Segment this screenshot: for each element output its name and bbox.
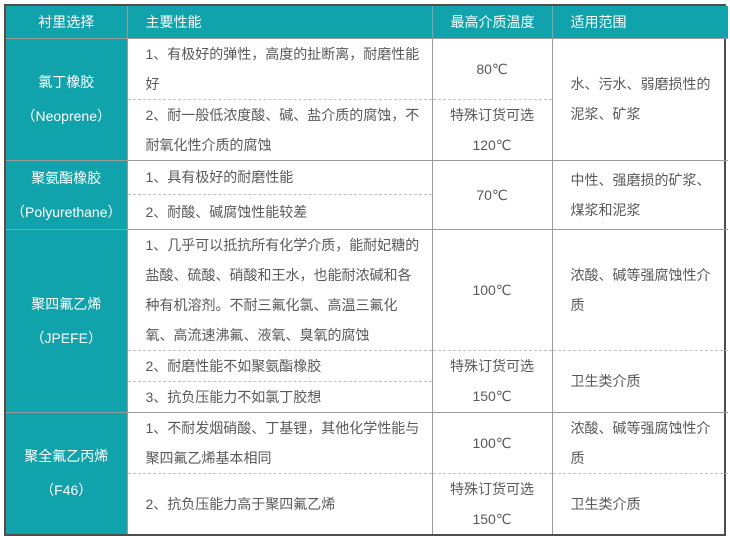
table-border-frame: 衬里选择 主要性能 最高介质温度 适用范围 氯丁橡胶 （Neoprene） 1、… — [4, 4, 728, 536]
material-cell-polyurethane: 聚氨酯橡胶 （Polyurethane） — [6, 159, 127, 229]
material-name: 氯丁橡胶 — [38, 74, 95, 90]
material-cell-f46: 聚全氟乙丙烯 （F46） — [6, 411, 127, 534]
table-row: 2、耐酸、碱腐蚀性能较差 — [6, 194, 728, 229]
material-name-en: （Neoprene） — [21, 108, 112, 124]
range-cell: 水、污水、弱磨损性的泥浆、矿浆 — [551, 37, 728, 160]
temperature-cell: 特殊订货可选 150℃ — [431, 472, 552, 534]
range-cell: 浓酸、碱等强腐蚀性介质 — [551, 411, 728, 473]
material-name-en: （Polyurethane） — [10, 203, 122, 220]
material-name: 聚全氟乙丙烯 — [24, 448, 109, 464]
temperature-cell: 70℃ — [431, 159, 552, 229]
table-row: 聚氨酯橡胶 （Polyurethane） 1、具有极好的耐磨性能 70℃ 中性、… — [6, 159, 728, 229]
temperature-cell: 80℃ — [431, 37, 552, 99]
table-row: 聚全氟乙丙烯 （F46） 1、不耐发烟硝酸、丁基锂，其他化学性能与聚四氟乙烯基本… — [6, 411, 728, 534]
temperature-cell: 100℃ — [431, 411, 552, 473]
performance-cell: 1、有极好的弹性，高度的扯断离，耐磨性能好 — [126, 37, 432, 99]
lining-selection-table: 衬里选择 主要性能 最高介质温度 适用范围 氯丁橡胶 （Neoprene） 1、… — [6, 6, 728, 534]
range-cell: 卫生类介质 — [551, 349, 728, 412]
performance-cell: 3、抗负压能力不如氯丁胶想 — [126, 380, 432, 412]
material-cell-neoprene: 氯丁橡胶 （Neoprene） — [6, 37, 127, 160]
performance-cell: 1、几乎可以抵抗所有化学介质，能耐妃糖的盐酸、硫酸、硝酸和王水，也能耐浓碱和各种… — [126, 228, 432, 350]
table-row: 3、抗负压能力不如氯丁胶想 — [6, 380, 728, 412]
temperature-cell: 100℃ — [431, 228, 552, 350]
page: 衬里选择 主要性能 最高介质温度 适用范围 氯丁橡胶 （Neoprene） 1、… — [4, 4, 728, 536]
material-name: 聚氨酯橡胶 — [31, 169, 102, 186]
material-name-en: （JPEFE） — [30, 329, 103, 346]
table-row: 2、耐磨性能不如聚氨酯橡胶 特殊订货可选 150℃ 卫生类介质 — [6, 349, 728, 412]
performance-cell: 2、耐磨性能不如聚氨酯橡胶 — [126, 349, 432, 381]
range-cell: 中性、强磨损的矿浆、煤浆和泥浆 — [551, 159, 728, 229]
table-row: 聚四氟乙烯 （JPEFE） 1、几乎可以抵抗所有化学介质，能耐妃糖的盐酸、硫酸、… — [6, 228, 728, 412]
performance-cell: 2、抗负压能力高于聚四氟乙烯 — [126, 472, 432, 534]
material-name: 聚四氟乙烯 — [31, 295, 102, 312]
temperature-cell: 特殊订货可选 120℃ — [431, 98, 552, 160]
performance-cell: 1、具有极好的耐磨性能 — [126, 159, 432, 195]
performance-cell: 2、耐酸、碱腐蚀性能较差 — [126, 194, 432, 229]
performance-cell: 1、不耐发烟硝酸、丁基锂，其他化学性能与聚四氟乙烯基本相同 — [126, 411, 432, 473]
performance-cell: 2、耐一般低浓度酸、碱、盐介质的腐蚀，不耐氧化性介质的腐蚀 — [126, 98, 432, 160]
range-cell: 浓酸、碱等强腐蚀性介质 — [551, 228, 728, 350]
col-header-main-performance: 主要性能 — [126, 6, 432, 38]
table-row: 氯丁橡胶 （Neoprene） 1、有极好的弹性，高度的扯断离，耐磨性能好 80… — [6, 37, 728, 160]
range-cell: 卫生类介质 — [551, 472, 728, 534]
header-row: 衬里选择 主要性能 最高介质温度 适用范围 — [6, 6, 728, 38]
material-cell-jpefe: 聚四氟乙烯 （JPEFE） — [6, 228, 127, 412]
table-row: 2、耐一般低浓度酸、碱、盐介质的腐蚀，不耐氧化性介质的腐蚀 特殊订货可选 120… — [6, 98, 728, 160]
temperature-cell: 特殊订货可选 150℃ — [431, 349, 552, 412]
material-name-en: （F46） — [40, 482, 93, 498]
col-header-applicable-range: 适用范围 — [551, 6, 728, 38]
col-header-lining-choice: 衬里选择 — [6, 6, 127, 38]
col-header-max-medium-temperature: 最高介质温度 — [431, 6, 552, 38]
